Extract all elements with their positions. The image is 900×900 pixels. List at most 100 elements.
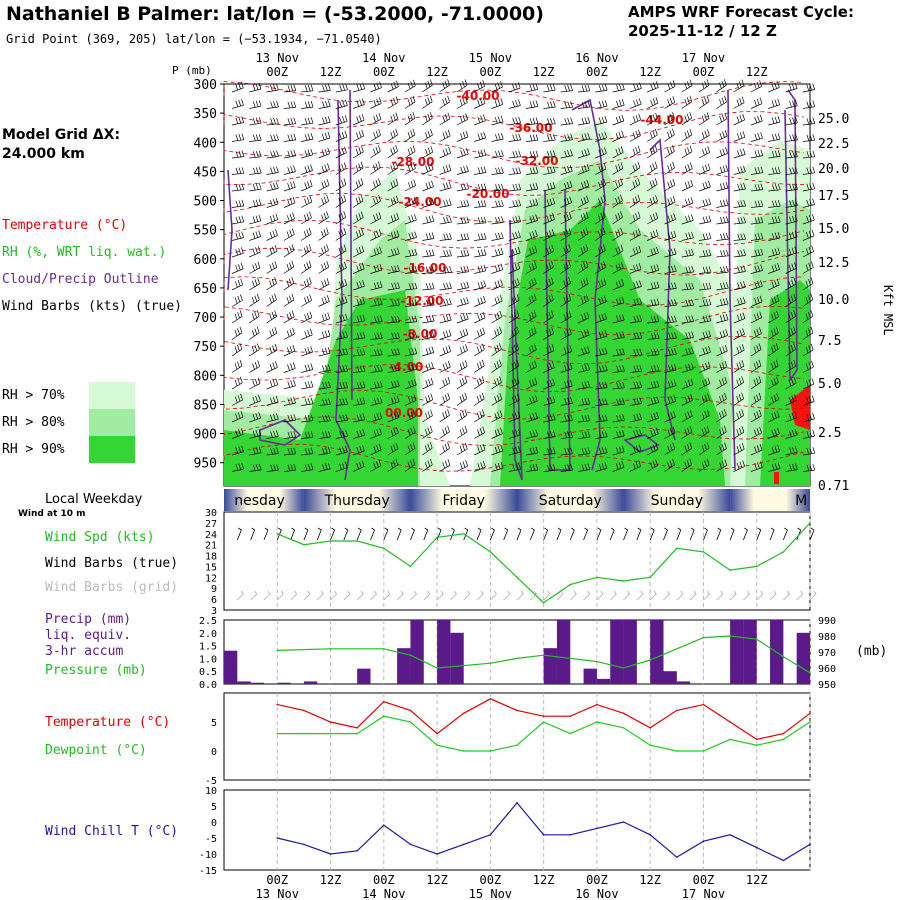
pressure-line-point: [436, 667, 438, 669]
wind-barb: [750, 426, 762, 439]
wind-barb: [664, 80, 676, 93]
wind-barb: [318, 414, 331, 423]
wind-barb: [681, 248, 694, 258]
wind-barb: [768, 427, 780, 439]
wind-barb: [543, 100, 556, 109]
wind-barb: [318, 381, 331, 390]
wind-barb: [370, 194, 381, 208]
wind-barb: [249, 230, 261, 241]
wind-barb: [595, 347, 608, 357]
wind-barb: [543, 213, 555, 225]
wind-barb: [647, 315, 660, 324]
precip-panel-ytick: 0.0: [199, 680, 217, 691]
wind-barb: [387, 315, 400, 324]
weekday-cell: [410, 489, 517, 511]
wind-barb: [283, 396, 296, 406]
wind-barb: [491, 115, 504, 126]
wind-speed-line-point: [329, 540, 332, 542]
wind-barb: [802, 198, 815, 208]
wind-barb-grid: [450, 590, 457, 601]
wind-barb: [318, 163, 330, 175]
wind-barb: [543, 344, 555, 357]
height-tick-label: 10.0: [818, 293, 849, 308]
wind-barb: [370, 263, 383, 274]
wind-barb: [768, 294, 780, 307]
temp-series-1-point: [303, 732, 305, 735]
wind-barb: [335, 414, 349, 423]
wind-barb: [577, 346, 590, 357]
weekday-label: Friday: [443, 493, 485, 509]
wind-barb: [387, 96, 399, 109]
wind-barb-grid: [530, 590, 537, 601]
wind-barb: [422, 409, 433, 423]
pressure-tick-label: 650: [194, 282, 217, 297]
wind-barb: [249, 326, 260, 340]
wind-barb: [733, 96, 745, 109]
temp-series-1-point: [702, 750, 705, 752]
wind-barb: [560, 379, 573, 390]
wind-barb: [439, 459, 451, 472]
wind-barb: [802, 83, 816, 93]
wind-barb: [387, 145, 398, 159]
wind-barb: [283, 310, 295, 324]
wind-barb: [733, 148, 746, 159]
temp-series-1-point: [596, 721, 598, 723]
wind-barb: [526, 134, 539, 142]
wind-barb: [785, 310, 796, 324]
wind-barb-true: [503, 527, 509, 541]
wind-barb: [404, 265, 418, 274]
temp-series-0-point: [782, 732, 785, 735]
wind-barb: [283, 293, 295, 307]
pressure-tick-label: 400: [194, 136, 217, 151]
wind-barb: [595, 244, 606, 258]
wind-barb: [404, 442, 416, 456]
wind-barb-grid: [436, 590, 444, 601]
wind-barb: [595, 430, 608, 439]
wind-barb: [456, 376, 468, 390]
wind-barb: [335, 296, 348, 307]
rh-legend-90: RH > 90%: [2, 442, 65, 457]
wind-barb: [335, 211, 347, 225]
wind-barb: [370, 428, 382, 439]
wind-barb: [560, 397, 573, 406]
wind-barb: [716, 147, 728, 159]
wind-barb: [526, 198, 539, 208]
wind-barb: [595, 330, 608, 340]
wind-barb: [318, 260, 330, 274]
wind-barb: [525, 310, 537, 324]
wind-barb: [370, 315, 383, 324]
wind-barb: [387, 348, 400, 357]
wind-barb: [474, 114, 486, 126]
wind-barb: [612, 279, 625, 291]
wind-barb-true: [743, 527, 748, 541]
wind-barb-true: [370, 527, 375, 541]
wind-barb: [422, 458, 433, 472]
wind-barb: [318, 147, 331, 159]
bottom-date-label: 17 Nov: [682, 887, 725, 900]
wind-barb: [249, 183, 262, 192]
wind-speed-line-point: [542, 601, 545, 604]
wind-barb: [560, 244, 572, 258]
wind-barb: [560, 293, 572, 307]
wind-barb-true: [769, 527, 775, 541]
wind-barb: [595, 194, 606, 208]
wind-barb: [318, 244, 329, 258]
windchill-line-point: [569, 834, 572, 836]
wind-barb: [439, 95, 450, 109]
pressure-line-point: [622, 667, 625, 669]
wind-barb: [698, 442, 710, 456]
wind-barb-true: [250, 527, 256, 541]
wind-barb: [716, 233, 729, 241]
pressure-line-point: [782, 656, 785, 658]
temperature-contour: [223, 389, 805, 420]
wind-barb: [612, 130, 624, 142]
wind-barb: [422, 393, 434, 406]
wind-barb: [404, 112, 416, 126]
temp-series-0-point: [516, 709, 518, 712]
wind-barb: [318, 446, 331, 456]
wind-barb-grid: [583, 590, 591, 601]
wind-speed-line-point: [809, 522, 811, 524]
windchill-line-point: [649, 834, 651, 836]
wind-barb: [353, 348, 366, 357]
precip-bar: [543, 648, 557, 684]
